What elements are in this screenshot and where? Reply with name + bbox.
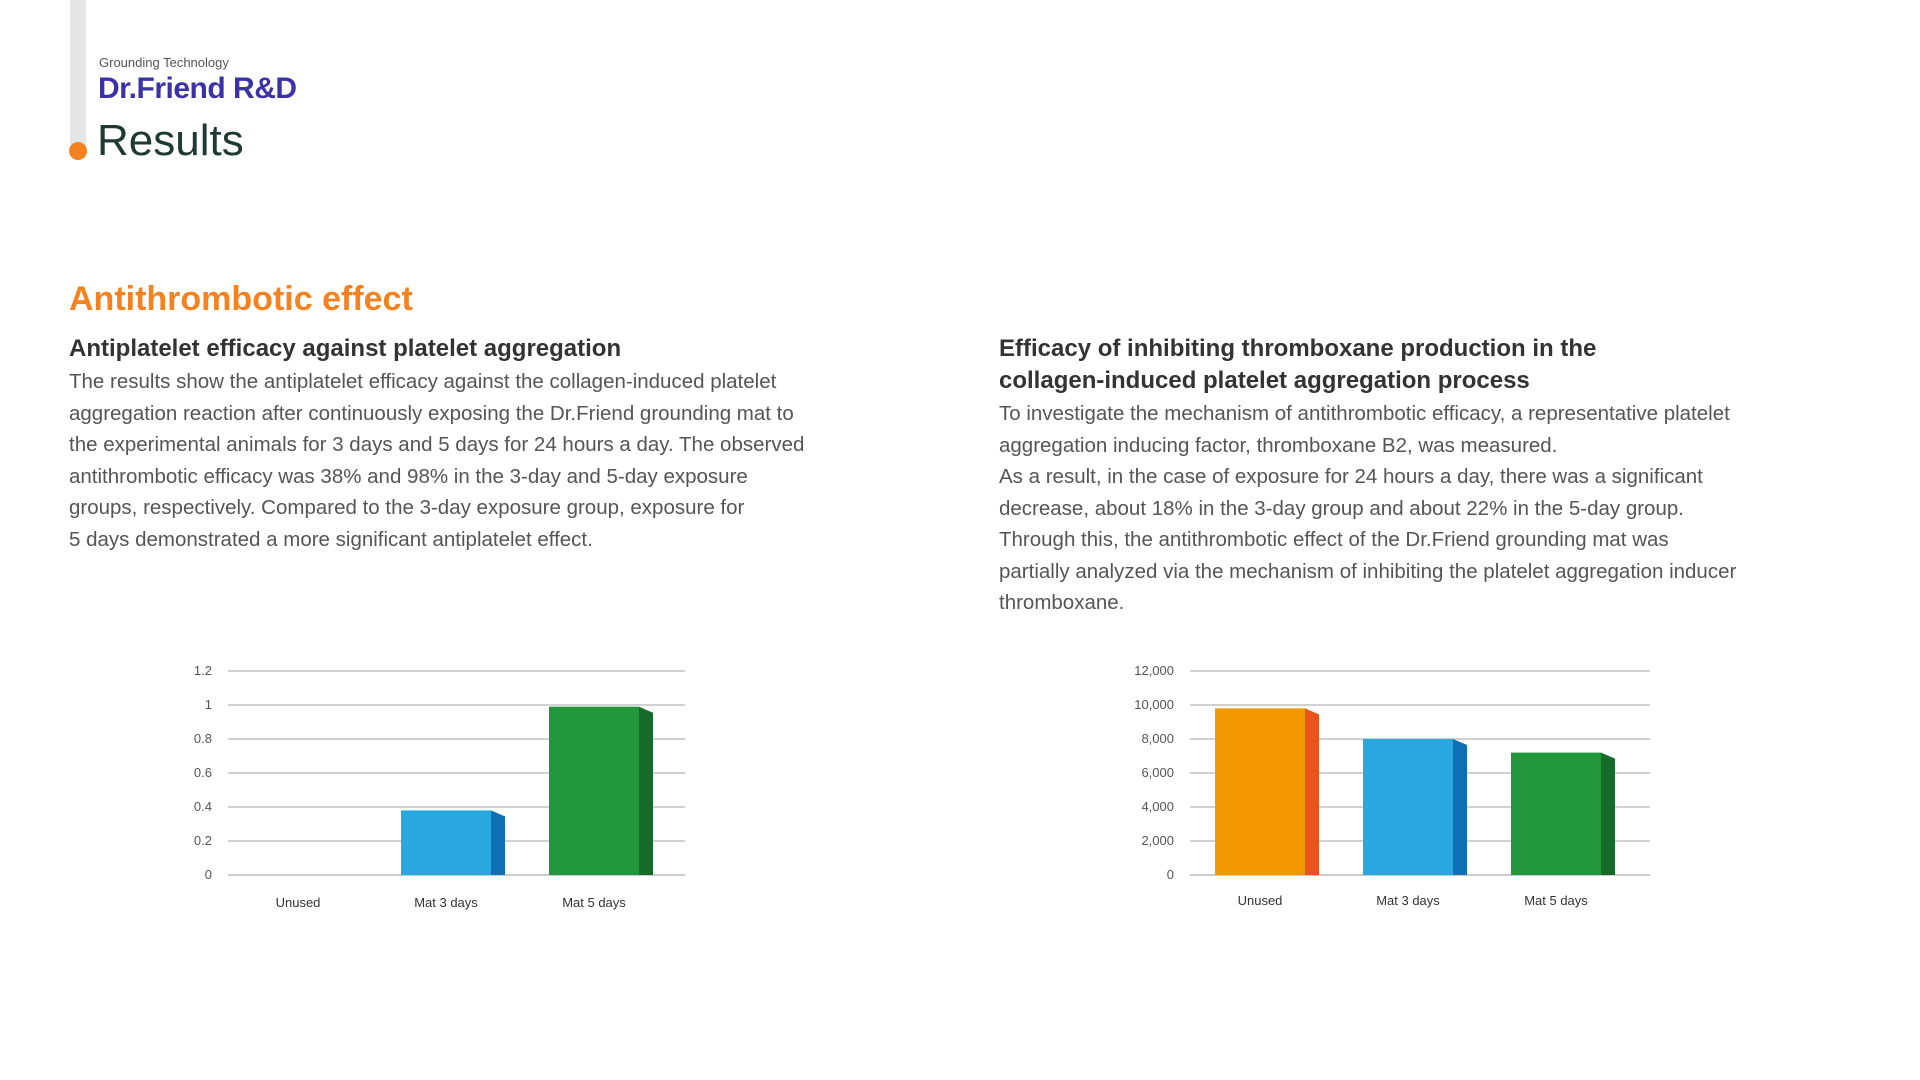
bar-side — [639, 706, 653, 875]
right-body-line: thromboxane. — [999, 591, 1125, 614]
left-body: The results show the antiplatelet effica… — [69, 366, 949, 555]
bar-side — [1305, 708, 1319, 875]
x-category-label: Mat 5 days — [1524, 893, 1588, 908]
right-body-line: As a result, in the case of exposure for… — [999, 465, 1703, 488]
bar-side — [1601, 752, 1615, 875]
bar — [1511, 752, 1601, 875]
page-title: Results — [97, 116, 244, 165]
y-tick-label: 1.2 — [194, 663, 212, 678]
left-body-line: the experimental animals for 3 days and … — [69, 433, 805, 456]
header-accent-bar — [70, 0, 86, 150]
antiplatelet-bar-chart: 0 0.2 0.4 0.6 0.8 1 1.2 Unused Mat 3 days Mat 5 d… — [194, 663, 685, 910]
x-category-label: Mat 3 days — [414, 895, 478, 910]
y-tick-label: 0 — [205, 867, 212, 882]
y-tick-label: 2,000 — [1141, 833, 1174, 848]
y-tick-label: 0.6 — [194, 765, 212, 780]
right-body-line: partially analyzed via the mechanism of … — [999, 559, 1737, 583]
bar — [1363, 739, 1453, 875]
y-tick-label: 10,000 — [1134, 697, 1174, 712]
right-body: To investigate the mechanism of antithro… — [999, 398, 1899, 619]
bar — [401, 810, 491, 875]
y-tick-label: 0.2 — [194, 833, 212, 848]
x-category-label: Unused — [276, 895, 321, 910]
left-body-line: groups, respectively. Compared to the 3-… — [69, 496, 745, 519]
y-tick-label: 0.4 — [194, 799, 212, 814]
bar — [1215, 708, 1305, 875]
left-body-line: antithrombotic efficacy was 38% and 98% … — [69, 464, 748, 488]
brand-name: Dr.Friend R&D — [98, 72, 297, 105]
left-heading: Antiplatelet efficacy against platelet a… — [69, 335, 622, 362]
header-accent-dot — [69, 142, 87, 160]
y-tick-label: 4,000 — [1141, 799, 1174, 814]
x-category-label: Unused — [1238, 893, 1283, 908]
right-body-line: aggregation inducing factor, thromboxane… — [999, 433, 1558, 457]
header-kicker: Grounding Technology — [99, 55, 229, 70]
right-heading-line: collagen-induced platelet aggregation pr… — [999, 367, 1530, 394]
right-body-line: Through this, the antithrombotic effect … — [999, 528, 1669, 551]
right-heading: Efficacy of inhibiting thromboxane produ… — [999, 333, 1879, 397]
x-category-label: Mat 5 days — [562, 895, 626, 910]
thromboxane-bar-chart: 0 2,000 4,000 6,000 8,000 10,000 12,000 Unused M… — [1134, 663, 1650, 908]
bar-side — [491, 810, 505, 875]
y-tick-label: 0 — [1167, 867, 1174, 882]
y-tick-label: 0.8 — [194, 731, 212, 746]
section-title: Antithrombotic effect — [69, 280, 413, 318]
right-body-line: To investigate the mechanism of antithro… — [999, 402, 1730, 425]
y-tick-label: 8,000 — [1141, 731, 1174, 746]
left-body-line: The results show the antiplatelet effica… — [69, 370, 777, 393]
bar-side — [1453, 739, 1467, 875]
x-category-label: Mat 3 days — [1376, 893, 1440, 908]
y-tick-label: 6,000 — [1141, 765, 1174, 780]
left-body-line: aggregation reaction after continuously … — [69, 401, 794, 425]
left-body-line: 5 days demonstrated a more significant a… — [69, 527, 593, 551]
right-heading-line: Efficacy of inhibiting thromboxane produ… — [999, 335, 1597, 362]
y-tick-label: 1 — [205, 697, 212, 712]
bar — [549, 706, 639, 875]
right-body-line: decrease, about 18% in the 3-day group a… — [999, 496, 1684, 520]
y-tick-label: 12,000 — [1134, 663, 1174, 678]
